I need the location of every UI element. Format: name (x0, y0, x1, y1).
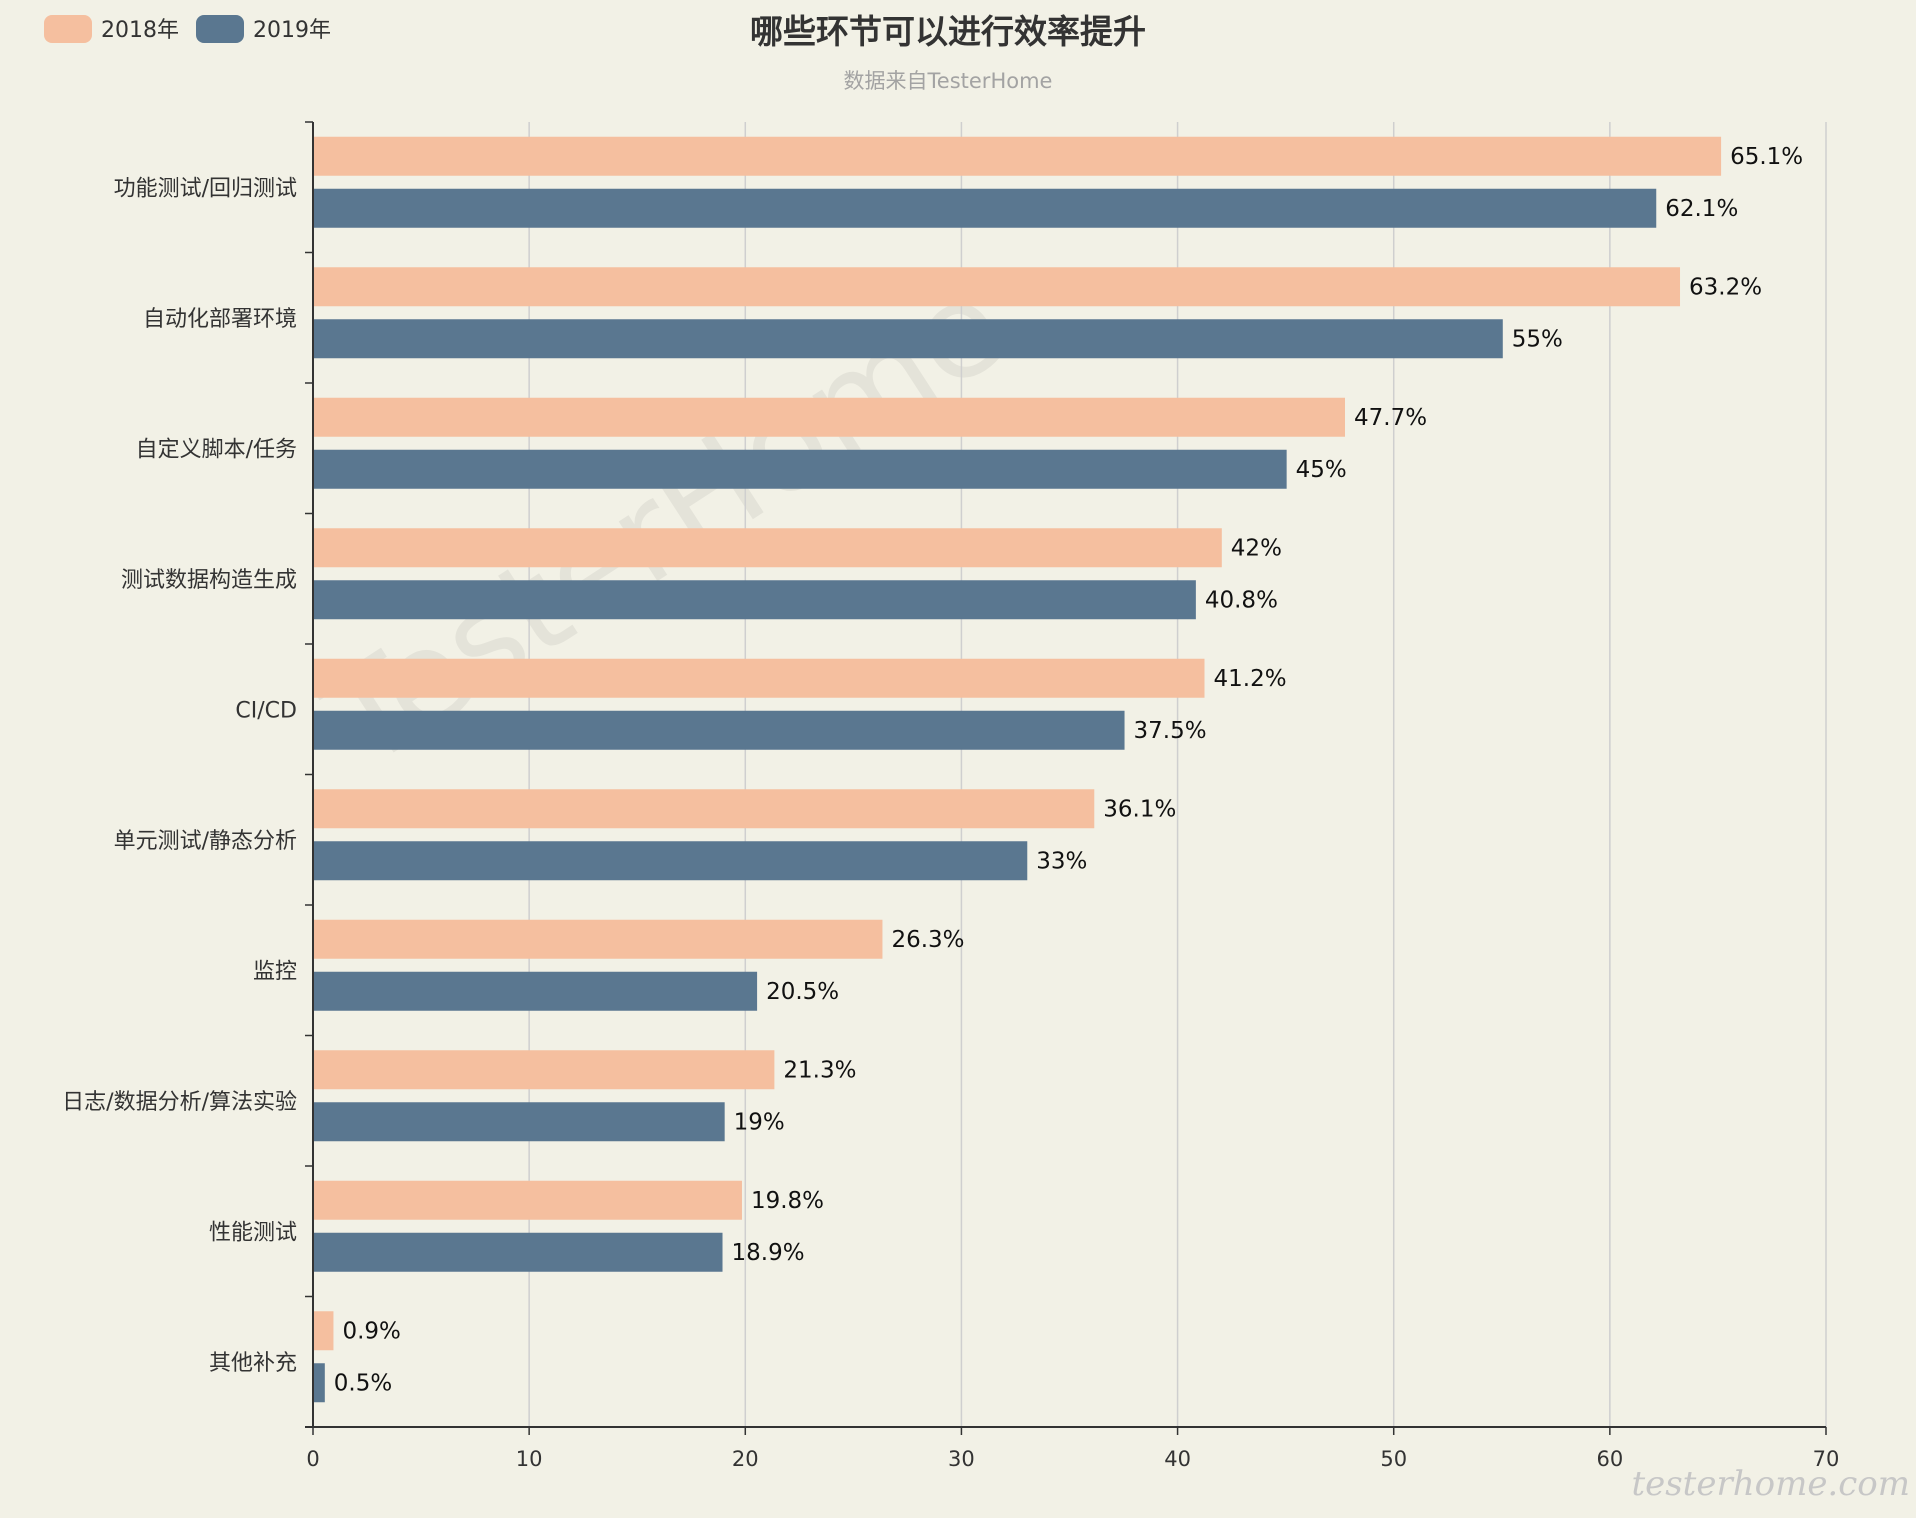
x-tick-label: 30 (948, 1447, 975, 1471)
bar-2019[interactable] (314, 1102, 725, 1142)
bar-2018[interactable] (314, 136, 1722, 176)
category-label: 日志/数据分析/算法实验 (62, 1090, 297, 1115)
data-label: 26.3% (891, 927, 964, 953)
bar-2019[interactable] (314, 188, 1657, 228)
bar-2018[interactable] (314, 528, 1222, 568)
legend-item-2018[interactable]: 2018年 (44, 15, 179, 43)
bar-2018[interactable] (314, 789, 1095, 829)
x-tick-label: 40 (1164, 1447, 1191, 1471)
chart-subtitle: 数据来自TesterHome (844, 69, 1053, 93)
x-tick-label: 70 (1813, 1447, 1840, 1471)
legend: 2018年 2019年 (44, 15, 331, 43)
bar-2018[interactable] (314, 919, 883, 959)
data-label: 0.9% (342, 1318, 400, 1344)
bar-2019[interactable] (314, 319, 1503, 359)
data-label: 55% (1512, 326, 1563, 352)
bar-2018[interactable] (314, 1180, 742, 1220)
bar-2018[interactable] (314, 397, 1346, 437)
bar-2019[interactable] (314, 1232, 723, 1272)
data-label: 40.8% (1205, 587, 1278, 613)
data-label: 62.1% (1665, 196, 1738, 222)
data-label: 37.5% (1134, 718, 1207, 744)
legend-label-2019: 2019年 (253, 18, 331, 43)
corner-watermark: testerhome.com (1631, 1464, 1910, 1504)
legend-swatch-2019 (196, 15, 244, 43)
bars (314, 136, 1722, 1403)
category-label: 性能测试 (209, 1220, 297, 1245)
category-label: 功能测试/回归测试 (114, 176, 297, 201)
x-tick-label: 20 (732, 1447, 759, 1471)
data-label: 36.1% (1103, 796, 1176, 822)
bar-2018[interactable] (314, 267, 1681, 307)
category-label: 其他补充 (209, 1351, 297, 1376)
labels: 0 10 20 30 40 50 60 70 功能测试/回归测试 65.1% 62.1% 自动化部署环… (62, 144, 1839, 1471)
data-label: 20.5% (766, 979, 839, 1005)
category-label: CI/CD (235, 698, 297, 723)
bar-2019[interactable] (314, 971, 758, 1011)
legend-label-2018: 2018年 (101, 18, 179, 43)
chart-title: 哪些环节可以进行效率提升 (750, 12, 1146, 51)
data-label: 41.2% (1214, 666, 1287, 692)
data-label: 63.2% (1689, 274, 1762, 300)
category-label: 自定义脚本/任务 (136, 437, 297, 462)
category-label: 自动化部署环境 (143, 307, 297, 332)
bar-2018[interactable] (314, 1050, 775, 1090)
data-label: 0.5% (334, 1370, 392, 1396)
axes (305, 121, 1827, 1435)
x-tick-label: 50 (1380, 1447, 1407, 1471)
bar-2019[interactable] (314, 449, 1287, 489)
x-tick-label: 10 (516, 1447, 543, 1471)
legend-item-2019[interactable]: 2019年 (196, 15, 331, 43)
data-label: 47.7% (1354, 405, 1427, 431)
data-label: 45% (1296, 457, 1347, 483)
bar-2018[interactable] (314, 658, 1205, 698)
data-label: 65.1% (1730, 144, 1803, 170)
data-label: 42% (1231, 535, 1282, 561)
bar-2019[interactable] (314, 1363, 325, 1403)
bar-2019[interactable] (314, 580, 1196, 620)
category-label: 监控 (253, 959, 297, 984)
data-label: 18.9% (732, 1240, 805, 1266)
x-tick-label: 0 (306, 1447, 319, 1471)
x-tick-label: 60 (1596, 1447, 1623, 1471)
legend-swatch-2018 (44, 15, 92, 43)
bar-2018[interactable] (314, 1311, 334, 1351)
bar-2019[interactable] (314, 710, 1125, 750)
category-label: 单元测试/静态分析 (114, 829, 297, 854)
data-label: 19.8% (751, 1188, 824, 1214)
grid-lines (528, 122, 1827, 1427)
bar-2019[interactable] (314, 841, 1028, 881)
category-label: 测试数据构造生成 (121, 568, 297, 593)
data-label: 21.3% (783, 1057, 856, 1083)
data-label: 19% (734, 1109, 785, 1135)
data-label: 33% (1036, 848, 1087, 874)
